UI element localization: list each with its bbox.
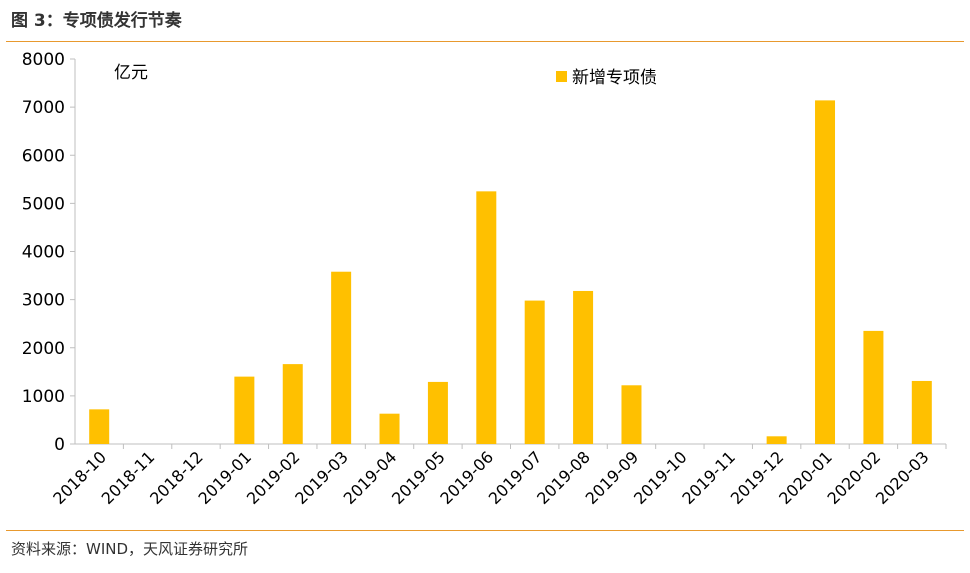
bar-2020-03 [911,380,932,444]
y-tick-label: 5000 [22,194,65,214]
y-tick-label: 0 [54,435,65,455]
title-divider [6,41,964,42]
y-tick-label: 1000 [22,387,65,407]
y-tick-label: 3000 [22,291,65,311]
source-note: 资料来源：WIND，天风证券研究所 [11,540,249,558]
legend: 新增专项债 [556,68,657,88]
bar-2019-05 [427,381,448,444]
y-tick-label: 4000 [22,243,65,263]
chart-axes [70,58,947,449]
y-tick-label: 2000 [22,339,65,359]
y-tick-labels: 0 1000 2000 3000 4000 5000 6000 7000 8000 [22,50,65,455]
legend-swatch [556,71,567,82]
bar-2019-09 [621,385,642,444]
figure-title: 图 3：专项债发行节奏 [11,11,182,31]
bar-2020-01 [815,100,836,444]
bar-2020-02 [863,330,884,444]
bar-2019-07 [524,300,545,444]
bar-2018-10 [89,409,110,444]
bar-2019-12 [766,436,787,444]
bar-2019-06 [476,191,497,444]
bar-2019-08 [573,290,594,444]
y-tick-label: 8000 [22,50,65,70]
source-divider [6,530,964,531]
bar-2019-04 [379,413,400,444]
bar-2019-01 [234,376,255,444]
y-tick-label: 7000 [22,98,65,118]
chart-bars [89,100,932,444]
y-unit-label: 亿元 [114,63,148,83]
x-tick-label: 2020-03 [872,447,933,508]
y-tick-label: 6000 [22,146,65,166]
bar-2019-03 [331,271,352,444]
legend-label: 新增专项债 [572,68,657,88]
bar-2019-02 [282,364,303,444]
x-tick-labels: 2018-102018-112018-122019-012019-022019-… [49,447,932,508]
